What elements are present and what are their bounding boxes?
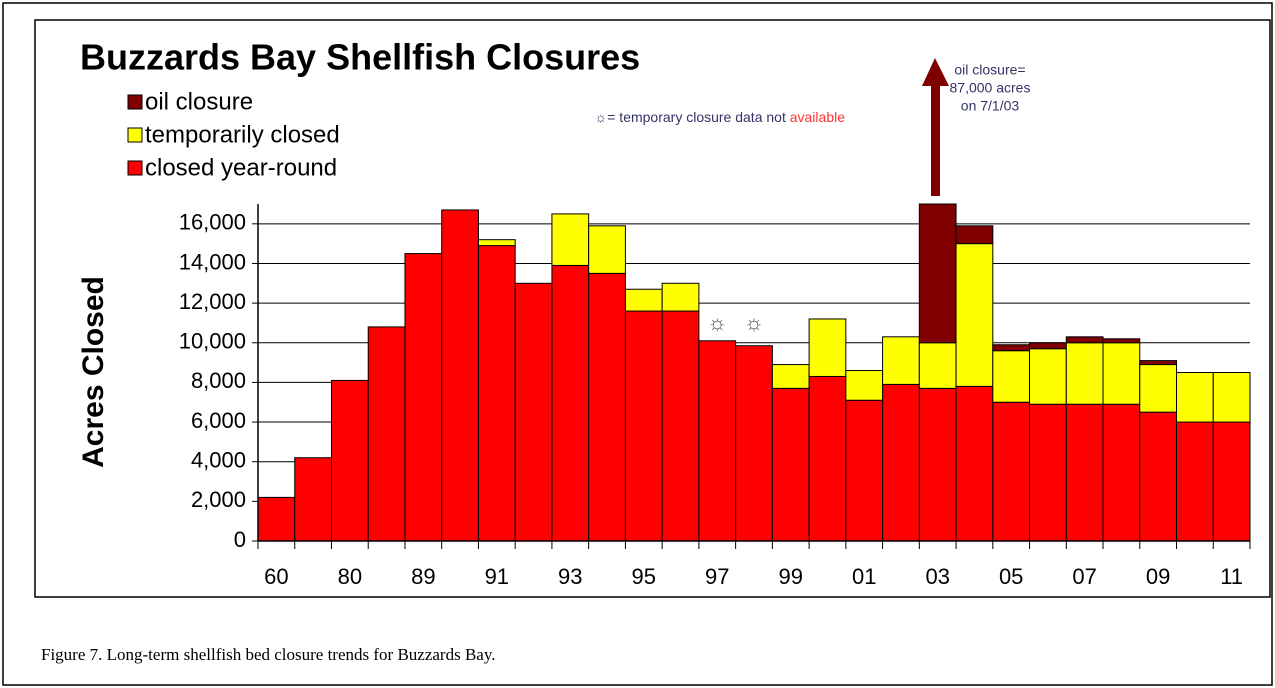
y-tick-label: 10,000 xyxy=(179,329,246,354)
bar-segment xyxy=(771,364,810,389)
bar-segment xyxy=(588,225,626,274)
bar-segment xyxy=(1176,421,1214,542)
x-tick-label: 03 xyxy=(925,564,949,589)
x-tick-label: 11 xyxy=(1220,564,1243,589)
bar-segment xyxy=(330,379,369,542)
bar-segment xyxy=(845,399,884,542)
bar-segment xyxy=(1065,403,1104,542)
x-tick-label: 05 xyxy=(999,564,1023,589)
x-tick-label: 07 xyxy=(1072,564,1096,589)
bar-segment xyxy=(477,239,516,247)
bar-segment xyxy=(918,203,957,344)
y-tick-label: 16,000 xyxy=(179,210,246,235)
bar-segment xyxy=(661,310,700,542)
bar-segment xyxy=(661,282,700,312)
marker: ☼ xyxy=(744,310,764,335)
bar-segment xyxy=(698,340,737,542)
x-tick-label: 60 xyxy=(264,564,288,589)
x-tick-label: 97 xyxy=(705,564,729,589)
bar-segment xyxy=(771,387,810,542)
chart-title: Buzzards Bay Shellfish Closures xyxy=(80,37,640,78)
y-axis-label: Acres Closed xyxy=(77,276,110,468)
bar-segment xyxy=(992,344,1031,352)
bar-segment xyxy=(477,245,516,542)
legend-note: ☼= temporary closure data not available xyxy=(594,109,845,125)
bar-segment xyxy=(1139,364,1178,413)
bar-segment xyxy=(1102,403,1141,542)
bar-segment xyxy=(808,318,847,377)
bar-segment xyxy=(551,264,590,542)
bar-segment xyxy=(1065,336,1104,344)
bar-segment xyxy=(845,370,884,401)
x-tick-label: 95 xyxy=(632,564,656,589)
bar-segment xyxy=(514,282,553,542)
legend-swatch xyxy=(127,160,143,176)
y-tick-label: 8,000 xyxy=(191,368,246,393)
note-highlight: available xyxy=(790,109,845,125)
x-tick-label: 93 xyxy=(558,564,582,589)
bar-segment xyxy=(1065,342,1104,405)
caption: Figure 7. Long-term shellfish bed closur… xyxy=(41,645,495,664)
bar-segment xyxy=(624,288,663,312)
x-tick-label: 80 xyxy=(338,564,362,589)
y-tick-label: 0 xyxy=(234,527,246,552)
bar-segment xyxy=(294,457,332,542)
bar-segment xyxy=(955,225,994,245)
x-tick-label: 99 xyxy=(778,564,802,589)
x-tick-label: 09 xyxy=(1146,564,1170,589)
arrow-head xyxy=(922,58,949,86)
legend-swatch xyxy=(127,127,143,143)
bar-segment xyxy=(624,310,663,542)
bar-segment xyxy=(1029,348,1067,405)
bar-segment xyxy=(882,383,920,542)
bar-segment xyxy=(882,336,920,385)
arrow-shaft xyxy=(931,84,940,196)
bar-segment xyxy=(1176,372,1214,423)
bar-segment xyxy=(808,375,847,542)
bar-segment xyxy=(1029,403,1067,542)
legend-label: closed year-round xyxy=(145,154,337,181)
y-tick-label: 6,000 xyxy=(191,408,246,433)
bar-segment xyxy=(1212,421,1251,542)
bar-segment xyxy=(1029,342,1067,350)
legend-label: oil closure xyxy=(145,88,253,115)
oil-arrow xyxy=(922,58,949,196)
bar-segment xyxy=(955,243,994,387)
x-tick-label: 89 xyxy=(411,564,435,589)
bar-segment xyxy=(441,209,479,542)
bar-segment xyxy=(1102,342,1141,405)
bar-segment xyxy=(1212,372,1251,423)
y-tick-label: 4,000 xyxy=(191,448,246,473)
bar-segment xyxy=(404,253,443,542)
marker: ☼ xyxy=(707,310,727,335)
oil-note: on 7/1/03 xyxy=(961,98,1020,114)
legend-swatch xyxy=(127,94,143,110)
bar-segment xyxy=(955,385,994,542)
legend-label: temporarily closed xyxy=(145,121,340,148)
note-text: ☼= temporary closure data not xyxy=(594,109,789,125)
x-tick-label: 91 xyxy=(485,564,509,589)
bar-segment xyxy=(588,272,626,542)
y-tick-label: 14,000 xyxy=(179,249,246,274)
x-tick-label: 01 xyxy=(852,564,876,589)
y-tick-label: 2,000 xyxy=(191,487,246,512)
bar-segment xyxy=(1139,360,1178,366)
bar-segment xyxy=(551,213,590,266)
bar-segment xyxy=(992,350,1031,403)
bar-segment xyxy=(992,401,1031,542)
bar-segment xyxy=(918,342,957,389)
oil-note: 87,000 acres xyxy=(950,80,1031,96)
bar-segment xyxy=(918,387,957,542)
bar-segment xyxy=(257,496,296,542)
y-tick-label: 12,000 xyxy=(179,289,246,314)
bar-segment xyxy=(1102,338,1141,344)
bar-segment xyxy=(735,345,773,542)
bar-segment xyxy=(1139,411,1178,542)
oil-note: oil closure= xyxy=(954,62,1025,78)
bar-segment xyxy=(367,326,406,542)
